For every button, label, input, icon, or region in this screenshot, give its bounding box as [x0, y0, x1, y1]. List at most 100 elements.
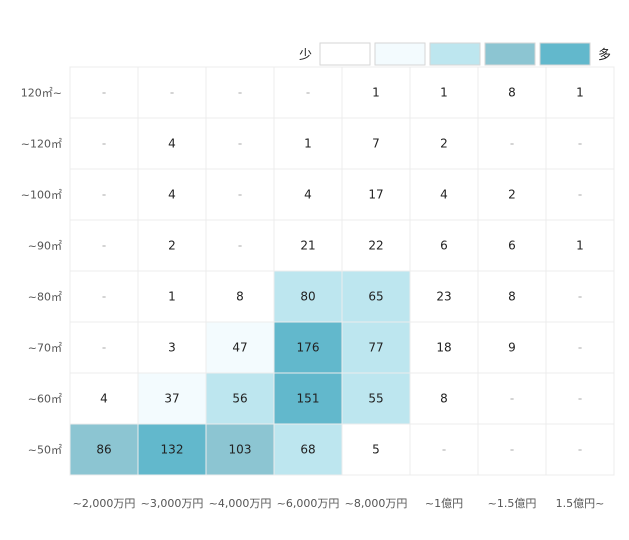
cell-value-label: 151 — [297, 392, 320, 406]
cell-value-label: - — [578, 341, 582, 355]
cell-value-label: - — [102, 290, 106, 304]
heatmap-cell — [409, 117, 479, 170]
cell-value-label: 47 — [232, 341, 247, 355]
cell-value-label: - — [578, 188, 582, 202]
cell-value-label: 56 — [232, 392, 247, 406]
cell-value-label: 4 — [168, 188, 176, 202]
cell-value-label: 3 — [168, 341, 176, 355]
heatmap-cell — [477, 168, 547, 221]
cell-value-label: 21 — [300, 239, 315, 253]
cell-value-label: 8 — [508, 290, 516, 304]
heatmap-cell — [477, 270, 547, 323]
heatmap-cell — [69, 168, 139, 221]
heatmap-cell — [273, 219, 343, 272]
cell-value-label: 2 — [440, 137, 448, 151]
heatmap-cell — [341, 270, 411, 323]
heatmap-cell — [545, 168, 615, 221]
cell-value-label: 77 — [368, 341, 383, 355]
heatmap-cell — [273, 168, 343, 221]
heatmap-cell — [545, 117, 615, 170]
cell-value-label: 9 — [508, 341, 516, 355]
cell-value-label: 4 — [100, 392, 108, 406]
heatmap-cell — [273, 117, 343, 170]
legend-swatches — [319, 42, 591, 66]
cell-value-label: - — [102, 239, 106, 253]
y-tick-label: ~60㎡ — [28, 393, 62, 406]
heatmap-cell — [477, 372, 547, 425]
heatmap-cell — [545, 270, 615, 323]
cell-value-label: 2 — [508, 188, 516, 202]
cell-value-label: - — [238, 137, 242, 151]
cell-value-label: 1 — [440, 86, 448, 100]
heatmap-cell — [477, 321, 547, 374]
cell-value-label: 6 — [508, 239, 516, 253]
heatmap-cell — [205, 372, 275, 425]
x-tick-label: ~4,000万円 — [209, 497, 272, 510]
cell-value-label: - — [102, 341, 106, 355]
y-tick-label: ~70㎡ — [28, 342, 62, 355]
heatmap-cells: - - - -1 1 8 1- 4-1 7 2- -- 4-4 17 4 2 -- 2-21 22 6 6 1- 1 8 80… — [69, 66, 615, 476]
legend-swatch — [539, 42, 591, 66]
heatmap-cell — [545, 423, 615, 476]
heatmap-cell — [205, 66, 275, 119]
cell-value-label: 37 — [164, 392, 179, 406]
y-tick-label: ~120㎡ — [21, 138, 62, 151]
x-tick-label: ~6,000万円 — [277, 497, 340, 510]
cell-value-label: 80 — [300, 290, 315, 304]
cell-value-label: 86 — [96, 443, 111, 457]
cell-value-label: 8 — [508, 86, 516, 100]
heatmap-cell — [341, 423, 411, 476]
cell-value-label: 176 — [297, 341, 320, 355]
cell-value-label: 5 — [372, 443, 380, 457]
cell-value-label: - — [102, 86, 106, 100]
heatmap-cell — [137, 66, 207, 119]
x-tick-label: ~1億円 — [425, 497, 463, 510]
cell-value-label: 1 — [168, 290, 176, 304]
heatmap-cell — [409, 321, 479, 374]
legend-low-label: 少 — [299, 48, 312, 63]
y-tick-label: ~80㎡ — [28, 291, 62, 304]
cell-value-label: 2 — [168, 239, 176, 253]
heatmap-cell — [477, 219, 547, 272]
heatmap-cell — [69, 372, 139, 425]
x-tick-label: ~1.5億円 — [488, 497, 537, 510]
cell-value-label: 22 — [368, 239, 383, 253]
heatmap-cell — [341, 372, 411, 425]
cell-value-label: 8 — [236, 290, 244, 304]
x-tick-label: 1.5億円~ — [556, 497, 605, 510]
legend-high-label: 多 — [598, 47, 611, 63]
cell-value-label: 1 — [576, 239, 584, 253]
cell-value-label: - — [238, 86, 242, 100]
cell-value-label: - — [510, 392, 514, 406]
cell-value-label: - — [102, 137, 106, 151]
cell-value-label: - — [578, 443, 582, 457]
legend-swatch — [374, 42, 426, 66]
y-tick-label: ~50㎡ — [28, 444, 62, 457]
cell-value-label: 6 — [440, 239, 448, 253]
cell-value-label: - — [510, 443, 514, 457]
heatmap-cell — [137, 372, 207, 425]
cell-value-label: 18 — [436, 341, 451, 355]
cell-value-label: 68 — [300, 443, 315, 457]
heatmap-cell — [273, 270, 343, 323]
cell-value-label: - — [578, 392, 582, 406]
cell-value-label: - — [102, 188, 106, 202]
heatmap-cell — [205, 219, 275, 272]
cell-value-label: - — [442, 443, 446, 457]
legend: 少 多 — [299, 42, 611, 66]
heatmap-cell — [137, 168, 207, 221]
cell-value-label: 1 — [304, 137, 312, 151]
cell-value-label: - — [306, 86, 310, 100]
cell-value-label: 1 — [372, 86, 380, 100]
heatmap-cell — [545, 321, 615, 374]
heatmap-cell — [409, 168, 479, 221]
cell-value-label: 8 — [440, 392, 448, 406]
cell-value-label: 55 — [368, 392, 383, 406]
heatmap-cell — [341, 219, 411, 272]
legend-swatch — [319, 42, 371, 66]
cell-value-label: 7 — [372, 137, 380, 151]
heatmap-cell — [205, 168, 275, 221]
cell-value-label: 23 — [436, 290, 451, 304]
heatmap-cell — [409, 372, 479, 425]
